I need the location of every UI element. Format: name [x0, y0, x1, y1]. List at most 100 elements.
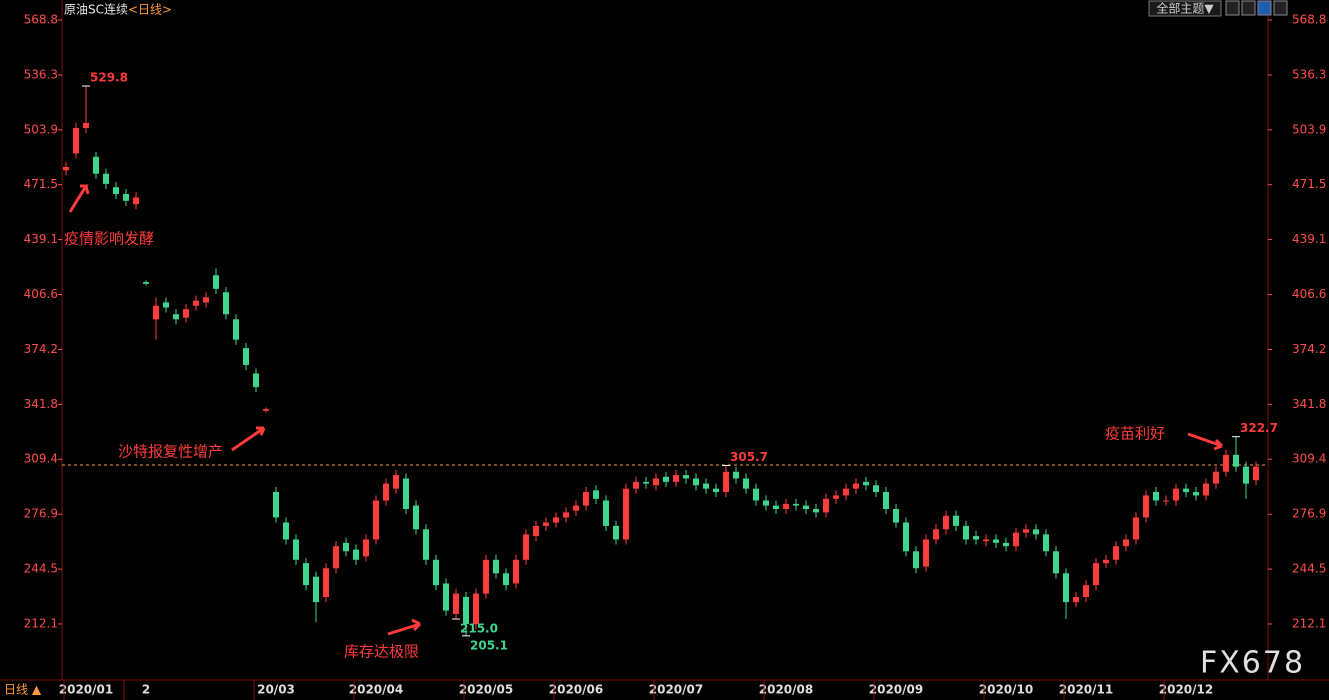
- y-tick-label: 374.2: [24, 342, 58, 356]
- x-tick-label: 2020/01: [59, 683, 113, 697]
- candle-body: [653, 478, 659, 486]
- candle-body: [1113, 546, 1119, 560]
- y-tick-label: 244.5: [24, 562, 58, 576]
- candle-body: [863, 481, 869, 486]
- candle-body: [443, 583, 449, 611]
- icon-button[interactable]: [1241, 0, 1256, 16]
- x-tick-label: 2020/06: [549, 683, 603, 697]
- y-tick-label: 341.8: [1292, 397, 1326, 411]
- extreme-label: 305.7: [730, 450, 768, 464]
- candle-body: [83, 122, 89, 128]
- x-tick-label: 2: [142, 683, 150, 697]
- candle-body: [243, 348, 249, 366]
- y-tick-label: 503.9: [24, 122, 58, 136]
- arrow: [68, 184, 90, 213]
- candle-body: [473, 593, 479, 625]
- arrow: [231, 426, 266, 452]
- candle-body: [1033, 529, 1039, 535]
- candle-body: [563, 512, 569, 518]
- candle-body: [553, 517, 559, 523]
- candle-body: [423, 529, 429, 560]
- y-tick-label: 536.3: [1292, 67, 1326, 81]
- candle-body: [1103, 559, 1109, 564]
- candle-body: [753, 488, 759, 501]
- candle-body: [663, 476, 669, 482]
- candle-body: [1043, 534, 1049, 552]
- candle-body: [613, 525, 619, 540]
- candle-body: [783, 503, 789, 509]
- candle-body: [933, 529, 939, 540]
- candle-body: [303, 563, 309, 586]
- icon-button[interactable]: [1257, 0, 1272, 16]
- candle-body: [323, 568, 329, 598]
- candle-body: [433, 559, 439, 586]
- candle-body: [993, 539, 999, 543]
- candle-body: [843, 488, 849, 496]
- theme-label[interactable]: 全部主题▼: [1156, 1, 1214, 16]
- extreme-label: 322.7: [1240, 421, 1278, 435]
- candle-body: [1063, 573, 1069, 603]
- candle-body: [503, 573, 509, 586]
- candle-body: [1073, 597, 1079, 603]
- y-tick-label: 439.1: [24, 232, 58, 246]
- icon-button[interactable]: [1225, 0, 1240, 16]
- candle-body: [523, 534, 529, 560]
- candle-body: [673, 475, 679, 482]
- candle-body: [1173, 488, 1179, 501]
- candle-body: [493, 559, 499, 574]
- y-tick-label: 471.5: [1292, 177, 1326, 191]
- candle-body: [353, 549, 359, 560]
- candle-body: [1133, 517, 1139, 540]
- candle-body: [683, 475, 689, 479]
- candle-body: [273, 492, 279, 518]
- candle-body: [623, 488, 629, 540]
- candle-body: [143, 282, 149, 284]
- extreme-label: 215.0: [460, 622, 498, 636]
- candle-body: [1233, 454, 1239, 467]
- icon-button[interactable]: [1273, 0, 1288, 16]
- candle-body: [193, 300, 199, 306]
- candle-body: [1053, 551, 1059, 574]
- period: <日线>: [128, 3, 172, 17]
- candle-body: [1153, 492, 1159, 501]
- extreme-label: 529.8: [90, 70, 128, 84]
- x-tick-label: 2020/08: [759, 683, 813, 697]
- y-tick-label: 212.1: [24, 616, 58, 630]
- theme-button[interactable]: [1148, 0, 1222, 17]
- candle-body: [1253, 466, 1259, 481]
- candle-body: [133, 197, 139, 205]
- candle-body: [893, 508, 899, 523]
- candle-body: [1013, 532, 1019, 547]
- candle-body: [813, 508, 819, 513]
- candle-body: [213, 275, 219, 289]
- y-tick-label: 503.9: [1292, 122, 1326, 136]
- y-tick-label: 341.8: [24, 397, 58, 411]
- candle-body: [853, 483, 859, 489]
- candle-body: [703, 483, 709, 489]
- candle-body: [1023, 529, 1029, 533]
- y-tick-label: 309.4: [1292, 452, 1326, 466]
- watermark: FX678: [1200, 646, 1305, 681]
- candle-body: [393, 475, 399, 489]
- candle-body: [793, 503, 799, 506]
- candle-body: [543, 522, 549, 526]
- y-tick-label: 536.3: [24, 67, 58, 81]
- candle-body: [343, 542, 349, 552]
- candle-body: [833, 495, 839, 499]
- y-tick-label: 276.9: [24, 507, 58, 521]
- period-button[interactable]: 日线 ▲: [4, 683, 42, 697]
- candle-body: [943, 515, 949, 530]
- y-tick-label: 406.6: [24, 287, 58, 301]
- candle-body: [923, 539, 929, 567]
- candle-body: [63, 166, 69, 171]
- candle-body: [93, 156, 99, 174]
- annotation: 沙特报复性增产: [118, 443, 223, 461]
- candle-body: [713, 488, 719, 493]
- annotation: 疫情影响发酵: [64, 230, 154, 248]
- candle-body: [253, 373, 259, 388]
- x-tick-label: 2020/12: [1159, 683, 1213, 697]
- candle-body: [883, 492, 889, 509]
- candle-body: [313, 576, 319, 603]
- candle-body: [633, 481, 639, 489]
- x-tick-label: 20/03: [257, 683, 295, 697]
